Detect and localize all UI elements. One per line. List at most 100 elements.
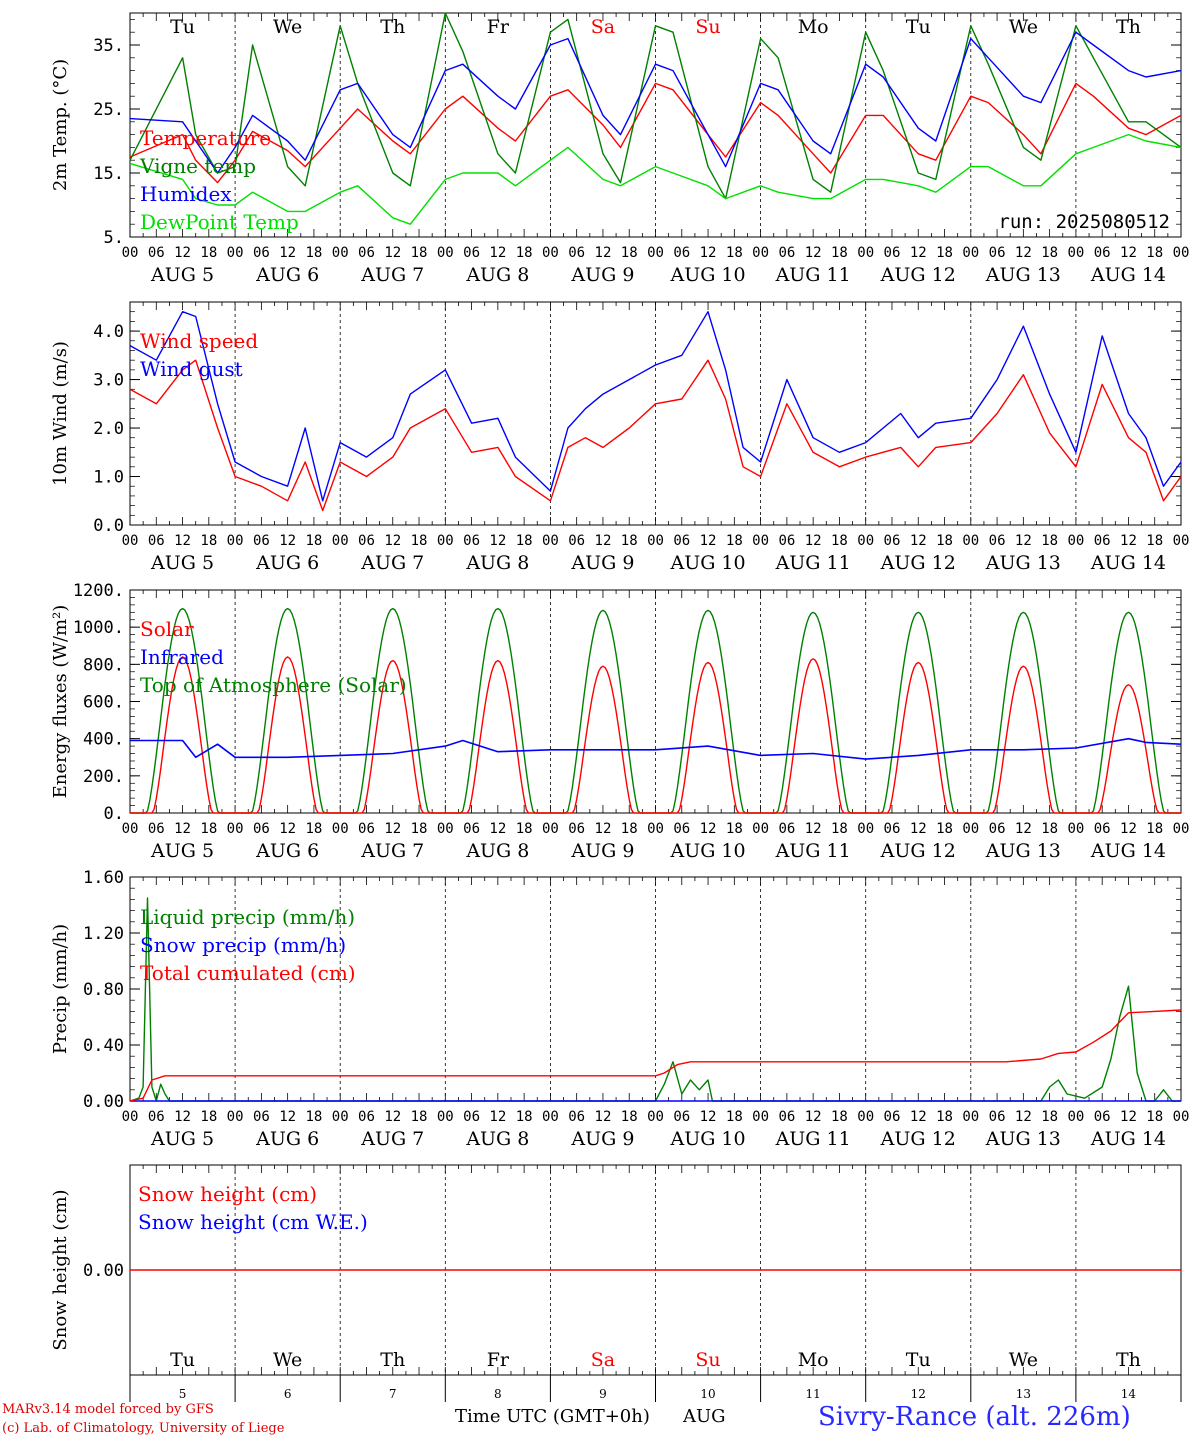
x-hour-label: 06 — [884, 533, 901, 549]
x-hour-label: 18 — [411, 1109, 428, 1125]
x-hour-label: 12 — [1015, 1109, 1032, 1125]
x-hour-label: 00 — [1173, 1109, 1190, 1125]
weekday-label: Fr — [487, 16, 510, 38]
x-hour-label: 00 — [227, 821, 244, 837]
x-hour-label: 18 — [411, 821, 428, 837]
x-hour-label: 18 — [726, 821, 743, 837]
x-hour-label: 18 — [831, 533, 848, 549]
y-tick-label: 800. — [83, 655, 124, 675]
series-wind-gust — [129, 311, 1182, 502]
weekday-label: Tu — [170, 1349, 195, 1371]
x-day-label: AUG 9 — [570, 1128, 634, 1150]
x-day-label: AUG 12 — [880, 1128, 956, 1150]
x-hour-label: 18 — [1146, 245, 1163, 261]
x-hour-label: 12 — [489, 1109, 506, 1125]
x-hour-label: 00 — [647, 533, 664, 549]
x-hour-label: 00 — [1067, 533, 1084, 549]
legend-entry: Snow height (cm) — [138, 1182, 317, 1206]
x-hour-label: 18 — [831, 245, 848, 261]
x-hour-label: 06 — [673, 821, 690, 837]
x-hour-label: 18 — [936, 821, 953, 837]
x-hour-label: 06 — [568, 245, 585, 261]
y-tick-label: 600. — [83, 693, 124, 713]
x-hour-label: 06 — [1094, 533, 1111, 549]
x-day-label: AUG 10 — [669, 1128, 745, 1150]
x-hour-label: 00 — [1067, 245, 1084, 261]
x-hour-label: 06 — [463, 245, 480, 261]
y-tick-label: 200. — [83, 767, 124, 787]
legend-entry: Infrared — [140, 645, 224, 669]
y-tick-label: 0.00 — [83, 1261, 124, 1281]
weekday-label: We — [273, 1349, 302, 1371]
x-hour-label: 18 — [621, 1109, 638, 1125]
series-infrared — [130, 737, 1182, 760]
x-hour-label: 06 — [568, 1109, 585, 1125]
x-hour-label: 06 — [148, 1109, 165, 1125]
x-hour-label: 00 — [962, 821, 979, 837]
x-hour-label: 06 — [1094, 1109, 1111, 1125]
y-axis-label: 2m Temp. (°C) — [50, 59, 71, 191]
x-day-label: AUG 14 — [1090, 264, 1166, 286]
x-day-label: AUG 5 — [150, 1128, 214, 1150]
day-number-label: 8 — [494, 1387, 502, 1401]
x-hour-label: 12 — [700, 1109, 717, 1125]
day-number-label: 10 — [700, 1387, 715, 1401]
x-hour-label: 00 — [857, 1109, 874, 1125]
series-solar — [130, 656, 1181, 814]
legend-entry: Total cumulated (cm) — [140, 961, 356, 985]
panel-1 — [129, 12, 1182, 238]
x-hour-label: 18 — [726, 245, 743, 261]
series-wind-speed — [129, 359, 1182, 512]
day-number-label: 7 — [389, 1387, 397, 1401]
legend-entry: Snow precip (mm/h) — [140, 933, 346, 957]
x-hour-label: 00 — [752, 1109, 769, 1125]
lab-credit: (c) Lab. of Climatology, University of L… — [2, 1421, 285, 1436]
panel-3 — [129, 589, 1182, 814]
y-tick-label: 0.0 — [93, 516, 124, 536]
x-hour-label: 06 — [989, 533, 1006, 549]
x-day-label: AUG 13 — [985, 264, 1061, 286]
x-hour-label: 06 — [463, 533, 480, 549]
x-day-label: AUG 14 — [1090, 1128, 1166, 1150]
x-hour-label: 06 — [253, 821, 270, 837]
x-hour-label: 00 — [647, 245, 664, 261]
x-day-label: AUG 12 — [880, 264, 956, 286]
x-hour-label: 00 — [752, 821, 769, 837]
x-hour-label: 12 — [384, 245, 401, 261]
x-day-label: AUG 11 — [775, 840, 851, 862]
legend-entry: Temperature — [140, 126, 271, 150]
x-hour-label: 12 — [279, 245, 296, 261]
x-hour-label: 00 — [1173, 533, 1190, 549]
x-hour-label: 06 — [148, 533, 165, 549]
x-day-label: AUG 9 — [570, 552, 634, 574]
y-tick-label: 1000. — [73, 618, 124, 638]
x-hour-label: 12 — [910, 821, 927, 837]
x-hour-label: 00 — [542, 1109, 559, 1125]
y-axis-label: Snow height (cm) — [50, 1189, 71, 1350]
series-vigne-temp — [129, 12, 1182, 200]
x-day-label: AUG 7 — [360, 840, 424, 862]
x-day-label: AUG 7 — [360, 264, 424, 286]
x-hour-label: 12 — [1015, 821, 1032, 837]
x-hour-label: 12 — [174, 245, 191, 261]
x-hour-label: 06 — [568, 533, 585, 549]
x-hour-label: 00 — [752, 533, 769, 549]
weekday-label: We — [1009, 1349, 1038, 1371]
y-tick-label: 0.00 — [83, 1092, 124, 1112]
run-label: run: 2025080512 — [998, 211, 1170, 233]
x-hour-label: 00 — [1173, 245, 1190, 261]
x-hour-label: 12 — [595, 1109, 612, 1125]
y-axis-label: 10m Wind (m/s) — [50, 341, 71, 486]
x-hour-label: 12 — [174, 1109, 191, 1125]
x-day-label: AUG 5 — [150, 264, 214, 286]
weekday-label: Sa — [591, 1349, 615, 1371]
x-hour-label: 18 — [411, 533, 428, 549]
y-tick-label: 3.0 — [93, 371, 124, 391]
y-tick-label: 1.60 — [83, 868, 124, 888]
x-hour-label: 12 — [1120, 245, 1137, 261]
x-hour-label: 12 — [1120, 1109, 1137, 1125]
x-hour-label: 00 — [122, 821, 139, 837]
x-hour-label: 18 — [516, 1109, 533, 1125]
legend-entry: DewPoint Temp — [140, 210, 299, 234]
